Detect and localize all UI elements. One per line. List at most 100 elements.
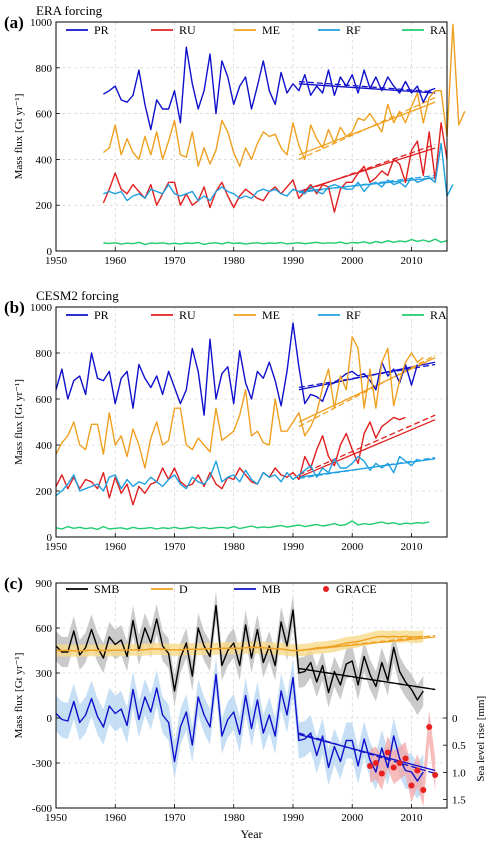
panel-title: CESM2 forcing <box>36 288 119 303</box>
x-tick-label: 1970 <box>163 541 186 553</box>
legend: PR RU ME RF RA <box>66 23 447 37</box>
legend: PR RU ME RF RA <box>66 308 447 322</box>
y-tick-label: 600 <box>36 623 53 635</box>
x-tick-label: 1960 <box>104 812 127 824</box>
y-tick-label: 600 <box>36 394 53 406</box>
x-tick-label: 2010 <box>400 541 423 553</box>
x-axis: 1950 1960 1970 1980 1990 2000 2010 <box>45 804 423 824</box>
x-tick-label: 2000 <box>341 541 364 553</box>
y2-tick-label: 1.5 <box>452 795 466 807</box>
series-line-me <box>55 336 424 469</box>
point-grace <box>420 787 427 793</box>
y-tick-label: 300 <box>36 668 53 680</box>
y-tick-label: 800 <box>36 348 53 360</box>
trend-line <box>298 80 436 93</box>
legend-entry: D <box>179 582 188 596</box>
legend-entry: RA <box>430 23 447 37</box>
panel-b: 1950 1960 1970 1980 1990 2000 2010 0 200 400 600 80… <box>4 288 448 553</box>
legend-entry: RF <box>346 308 361 322</box>
panel-a: 1950 1960 1970 1980 1990 2000 2010 0 200 400 600 80… <box>4 3 466 267</box>
trend-line <box>298 667 436 691</box>
y-tick-label: 0 <box>47 246 53 258</box>
plot-frame <box>55 21 448 252</box>
grid <box>55 21 447 252</box>
y-axis: -600 -300 0 300 600 900 <box>32 578 60 815</box>
y-tick-label: 900 <box>36 578 53 590</box>
x-tick-label: 1990 <box>282 812 305 824</box>
x-tick-label: 1950 <box>45 541 68 553</box>
y-tick-label: 0 <box>47 713 53 725</box>
x-tick-label: 1970 <box>163 255 186 267</box>
x-tick-label: 1950 <box>45 812 68 824</box>
legend-entry: RA <box>430 308 447 322</box>
series-line-pr <box>103 46 436 131</box>
y2-tick-label: 0 <box>452 713 458 725</box>
y-axis-label: Mass flux [Gt yr⁻¹] <box>13 653 25 739</box>
x-axis: 1950 1960 1970 1980 1990 2000 2010 <box>45 247 423 267</box>
point-grace <box>408 782 415 789</box>
x-tick-label: 1960 <box>104 541 127 553</box>
panel-title: ERA forcing <box>36 3 103 18</box>
point-grace <box>390 764 397 771</box>
y-tick-label: -600 <box>32 803 53 815</box>
y-tick-label: 1000 <box>30 302 53 314</box>
legend-entry: GRACE <box>336 582 377 596</box>
legend-entry: RF <box>346 23 361 37</box>
panel-label: (b) <box>4 298 25 317</box>
x-tick-label: 1980 <box>223 255 246 267</box>
x-tick-label: 1950 <box>45 255 68 267</box>
legend-entry: SMB <box>94 582 119 596</box>
series-line-mb <box>55 673 424 782</box>
point-grace <box>414 767 421 774</box>
trend-line <box>298 174 436 194</box>
trend-line <box>298 414 436 476</box>
x-tick-label: 2010 <box>400 255 423 267</box>
x-axis: 1950 1960 1970 1980 1990 2000 2010 <box>45 533 423 553</box>
trend-line <box>298 143 436 194</box>
series-line-ra <box>55 520 430 531</box>
y-tick-label: 400 <box>36 440 53 452</box>
band-d <box>56 630 424 657</box>
legend-entry: MB <box>262 582 281 596</box>
x-tick-label: 2000 <box>341 812 364 824</box>
x-tick-label: 1990 <box>282 255 305 267</box>
legend-entry: PR <box>94 308 109 322</box>
x-axis-label: Year <box>240 827 262 841</box>
y-tick-label: 1000 <box>30 17 53 29</box>
point-grace <box>396 760 403 766</box>
panel-c: 1950 1960 1970 1980 1990 2000 2010 -600 -300 0 300… <box>4 574 487 841</box>
trend-line <box>298 363 436 389</box>
band-mb <box>56 656 424 799</box>
y-tick-label: 800 <box>36 63 53 75</box>
panel-label: (a) <box>4 13 24 32</box>
point-grace <box>378 770 385 777</box>
y-tick-label: 0 <box>47 532 53 544</box>
panel-label: (c) <box>4 574 23 593</box>
y-tick-label: 400 <box>36 154 53 166</box>
legend-swatch <box>323 586 329 592</box>
series-line-ra <box>103 238 448 246</box>
point-grace <box>426 724 433 730</box>
trend-line <box>298 147 436 193</box>
x-tick-label: 2010 <box>400 812 423 824</box>
legend-entry: ME <box>262 23 280 37</box>
trend-line <box>298 457 436 479</box>
trend-line <box>298 419 436 478</box>
series-line-ru <box>102 122 448 213</box>
plot-frame <box>55 582 448 809</box>
y2-tick-label: 1.0 <box>452 767 466 779</box>
y-tick-label: 600 <box>36 109 53 121</box>
series-line-pr <box>55 322 419 416</box>
y-axis-label: Mass flux [Gt yr⁻¹] <box>13 94 25 180</box>
x-tick-label: 1980 <box>223 812 246 824</box>
plot-frame <box>55 306 448 538</box>
y-axis: 0 200 400 600 800 1000 <box>30 17 60 258</box>
y-axis-label: Mass flux [Gt yr⁻¹] <box>13 379 25 465</box>
series-line-ru <box>55 416 406 506</box>
series-line-d <box>56 635 424 652</box>
x-tick-label: 1990 <box>282 541 305 553</box>
point-grace <box>402 755 409 762</box>
legend-entry: PR <box>94 23 109 37</box>
point-grace <box>372 760 379 766</box>
point-grace <box>384 749 391 756</box>
